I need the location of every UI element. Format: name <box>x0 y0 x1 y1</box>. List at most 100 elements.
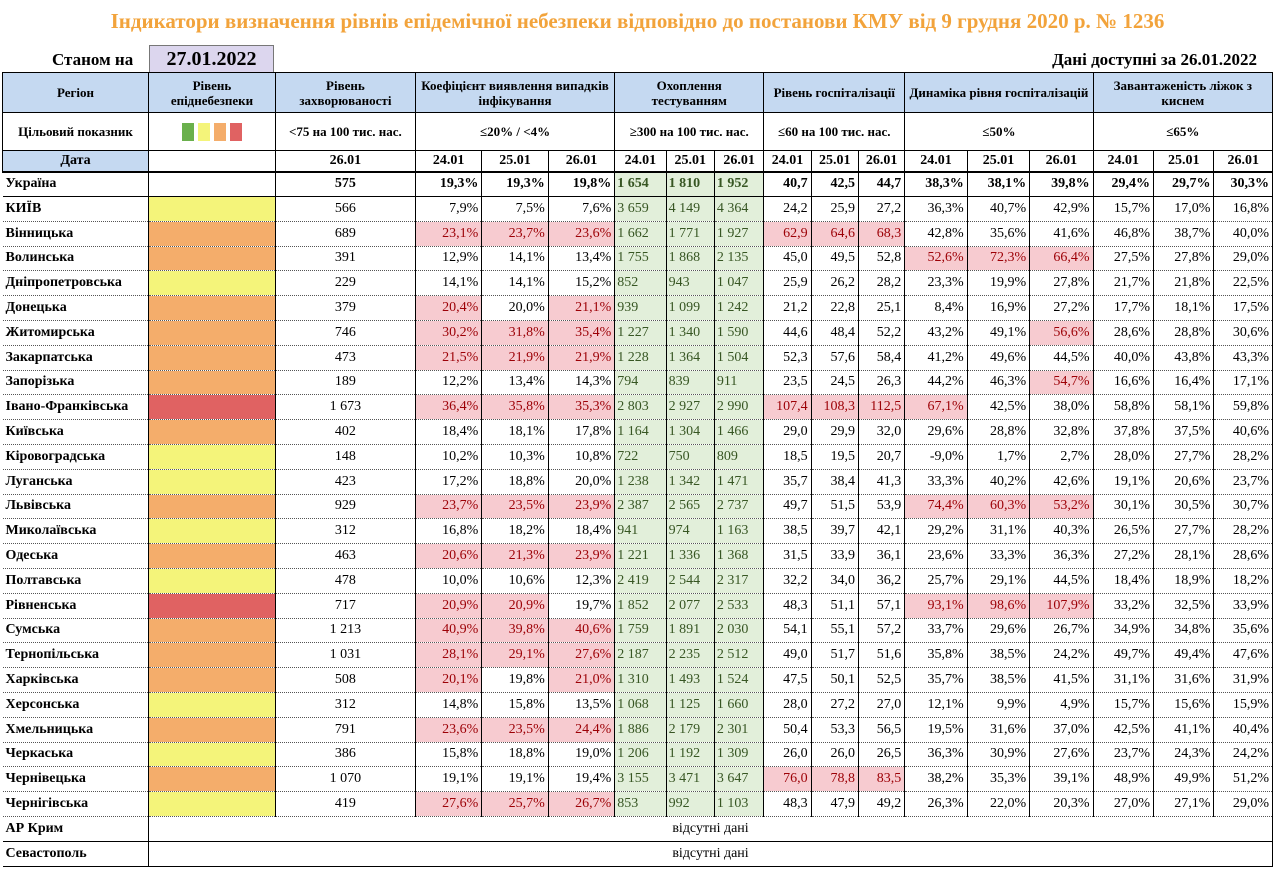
hosp-dyn-value: 44,2% <box>904 370 968 396</box>
oxygen-value: 21,8% <box>1153 270 1215 297</box>
hosp-value: 78,8 <box>811 766 859 793</box>
hosp-dyn-value: 33,7% <box>904 618 968 644</box>
hosp-dyn-value: 12,1% <box>904 692 968 718</box>
detection-value: 21,9% <box>481 345 549 371</box>
hosp-value: 51,6 <box>858 642 906 669</box>
danger-level-cell <box>148 246 276 272</box>
hosp-value: 49,5 <box>811 246 859 272</box>
testing-value: 1 759 <box>614 618 667 644</box>
oxygen-value: 17,0% <box>1153 196 1215 222</box>
hosp-value: 23,5 <box>763 370 812 396</box>
testing-value: 992 <box>666 791 715 817</box>
region-name: Чернігівська <box>2 791 150 817</box>
table-row: Чернігівська 419 27,6% 25,7% 26,7% 853 992 1 10… <box>2 791 1273 817</box>
danger-level-cell <box>148 221 276 247</box>
testing-value: 839 <box>666 370 715 396</box>
testing-value: 2 565 <box>666 494 715 520</box>
detection-value: 19,8% <box>548 170 616 197</box>
date-level-empty <box>148 150 276 172</box>
danger-level-cell <box>148 618 276 644</box>
oxygen-value: 49,9% <box>1153 766 1215 793</box>
hosp-dyn-value: 42,6% <box>1029 469 1094 495</box>
testing-value: 1 336 <box>666 543 715 569</box>
hosp-value: 27,0 <box>858 692 906 718</box>
testing-value: 1 242 <box>714 295 765 321</box>
hosp-dyn-value: 29,6% <box>967 618 1031 644</box>
table-row: Черкаська 386 15,8% 18,8% 19,0% 1 206 1 192 1 3… <box>2 742 1273 768</box>
testing-value: 2 419 <box>614 568 667 594</box>
detection-value: 40,6% <box>548 618 616 644</box>
hosp-dyn-value: 36,3% <box>904 742 968 768</box>
region-name: Рівненська <box>2 593 150 619</box>
hosp-dyn-value: 41,5% <box>1029 667 1094 693</box>
hosp-dyn-value: 35,7% <box>904 667 968 693</box>
table-row-no-data: Севастополь відсутні дані <box>2 841 1273 867</box>
hosp-dyn-value: 29,6% <box>904 419 968 445</box>
oxygen-value: 18,2% <box>1213 568 1273 594</box>
region-name: Харківська <box>2 667 150 693</box>
region-name: Донецька <box>2 295 150 321</box>
detection-value: 19,3% <box>415 170 483 197</box>
table-row: Рівненська 717 20,9% 20,9% 19,7% 1 852 2 077 2 … <box>2 593 1273 619</box>
region-name: КИЇВ <box>2 196 150 222</box>
detection-value: 17,8% <box>548 419 616 445</box>
hosp-value: 26,0 <box>811 742 859 768</box>
detection-value: 19,1% <box>415 766 483 793</box>
detection-value: 19,3% <box>481 170 549 197</box>
testing-value: 4 149 <box>666 196 715 222</box>
legend-yellow-swatch <box>197 122 210 141</box>
hosp-value: 31,5 <box>763 543 812 569</box>
hosp-dyn-value: 42,8% <box>904 221 968 247</box>
hosp-value: 108,3 <box>811 394 859 421</box>
testing-value: 1 590 <box>714 320 765 346</box>
hosp-dyn-value: 24,2% <box>1029 642 1094 669</box>
detection-value: 23,7% <box>415 494 483 520</box>
oxygen-value: 28,8% <box>1153 320 1215 346</box>
detection-value: 10,6% <box>481 568 549 594</box>
no-data-text: відсутні дані <box>148 841 1273 867</box>
hosp-value: 68,3 <box>858 221 906 247</box>
detection-value: 36,4% <box>415 394 483 421</box>
danger-level-cell <box>148 370 276 396</box>
hosp-value: 48,3 <box>763 593 812 619</box>
oxygen-value: 58,1% <box>1153 394 1215 421</box>
header-testing: Охоплення тестуванням <box>614 72 765 113</box>
date-col: 25.01 <box>1153 150 1215 172</box>
date-col: 24.01 <box>414 150 483 172</box>
date-incidence: 26.01 <box>274 150 416 172</box>
table-row: Сумська 1 213 40,9% 39,8% 40,6% 1 759 1 891 2 0… <box>2 618 1273 644</box>
hosp-dyn-value: 39,8% <box>1029 170 1094 197</box>
hosp-dyn-value: 23,3% <box>904 270 968 297</box>
legend-orange-swatch <box>213 122 226 141</box>
testing-value: 2 235 <box>666 642 715 669</box>
region-name: Запорізька <box>2 370 150 396</box>
incidence-value: 229 <box>275 270 416 297</box>
testing-value: 1 310 <box>614 667 667 693</box>
danger-level-cell <box>148 593 276 619</box>
testing-value: 2 387 <box>614 494 667 520</box>
region-name: Миколаївська <box>2 518 150 545</box>
hosp-value: 25,9 <box>763 270 812 297</box>
table-row: Хмельницька 791 23,6% 23,5% 24,4% 1 886 2 179 2… <box>2 717 1273 743</box>
detection-value: 14,1% <box>481 246 549 272</box>
oxygen-value: 15,6% <box>1153 692 1215 718</box>
date-col: 24.01 <box>614 150 667 172</box>
date-col: 25.01 <box>481 150 549 172</box>
oxygen-value: 27,2% <box>1093 543 1155 569</box>
incidence-value: 791 <box>275 717 416 743</box>
testing-value: 1 125 <box>666 692 715 718</box>
oxygen-value: 18,1% <box>1153 295 1215 321</box>
detection-value: 10,3% <box>481 444 549 470</box>
detection-value: 14,1% <box>415 270 483 297</box>
oxygen-value: 20,6% <box>1153 469 1215 495</box>
hosp-dyn-value: 41,2% <box>904 345 968 371</box>
detection-value: 10,0% <box>415 568 483 594</box>
hosp-value: 40,7 <box>763 170 812 197</box>
testing-value: 1 504 <box>714 345 765 371</box>
incidence-value: 386 <box>275 742 416 768</box>
incidence-value: 402 <box>275 419 416 445</box>
hosp-value: 53,9 <box>858 494 906 520</box>
hosp-value: 22,8 <box>811 295 859 321</box>
legend-green-swatch <box>181 122 194 141</box>
incidence-value: 1 031 <box>275 642 416 669</box>
